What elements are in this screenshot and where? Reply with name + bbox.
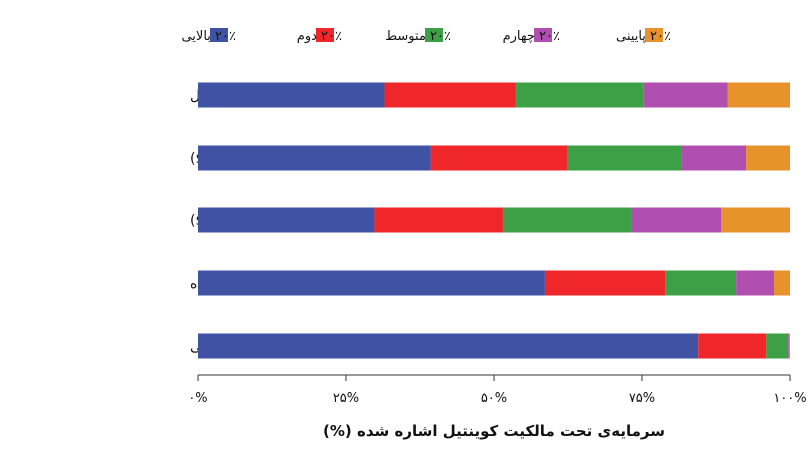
bar-segment-row2-series2 [430,145,568,171]
bar-segment-row2-series4 [681,145,747,171]
legend-label: ۲۰٪ پایینی [616,29,671,44]
bar-segment-row3-series1 [198,207,375,233]
bar-segment-row2-series1 [198,145,431,171]
bar-segment-row4-series1 [198,270,545,296]
bar-segment-row4-series4 [736,270,775,296]
bar-segment-row5-series1 [198,333,699,359]
bar-segment-row5-series4 [788,333,790,359]
bars [198,82,790,359]
bar-segment-row1-series1 [198,82,385,108]
legend-swatch [534,28,552,42]
x-tick-label: ۰% [188,391,207,406]
legend-swatch [645,28,663,42]
bar-segment-row2-series5 [746,145,790,171]
x-axis-title: سرمایه‌ی تحت مالکیت کوینتیل اشاره شده (%… [323,422,665,440]
x-tick-label: ۷۵% [629,391,655,406]
bar-segment-row1-series4 [643,82,728,108]
x-axis: ۰% ۲۵% ۵۰% ۷۵% ۱۰۰% [188,374,807,406]
x-tick-label: ۵۰% [481,391,507,406]
bar-segment-row3-series4 [631,207,722,233]
bar-segment-row4-series3 [665,270,737,296]
legend-label: ۲۰٪ متوسط [385,29,451,44]
x-tick-label: ۱۰۰% [773,391,806,406]
bar-segment-row1-series2 [384,82,516,108]
bar-segment-row2-series3 [567,145,682,171]
x-tick-label: ۲۵% [333,391,359,406]
bar-segment-row5-series3 [766,333,789,359]
legend: ۲۰٪ بالایی ۲۰٪ دوم ۲۰٪ متوسط ۲۰٪ چهارم ۲۰٪ پ… [181,28,671,44]
legend-swatch [425,28,443,42]
bar-segment-row4-series2 [544,270,666,296]
bar-segment-row3-series5 [721,207,790,233]
legend-label: ۲۰٪ دوم [297,29,342,44]
bar-segment-row3-series2 [374,207,503,233]
bar-segment-row5-series2 [698,333,767,359]
legend-swatch [210,28,228,42]
bar-segment-row1-series5 [727,82,790,108]
bar-segment-row5-series5 [789,333,790,359]
legend-swatch [316,28,334,42]
bar-segment-row1-series3 [515,82,644,108]
legend-label: ۲۰٪ بالایی [181,29,236,44]
bar-segment-row3-series3 [502,207,632,233]
legend-label: ۲۰٪ چهارم [503,29,560,44]
bar-segment-row4-series5 [774,270,790,296]
